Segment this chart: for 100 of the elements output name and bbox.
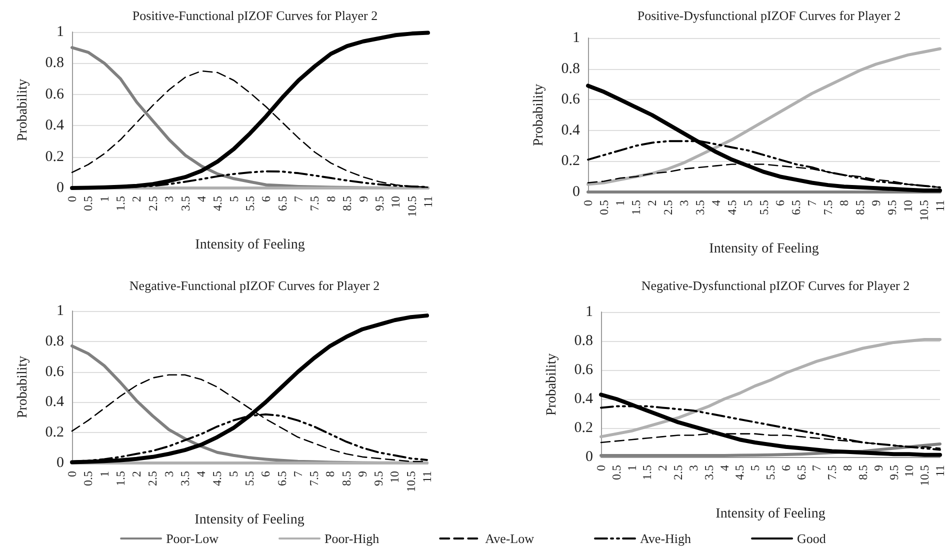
- x-tick-label: 8.5: [856, 465, 870, 480]
- legend-label: Ave-Low: [485, 531, 535, 546]
- x-tick-label: 3: [686, 465, 700, 471]
- x-tick-label: 5.5: [243, 196, 257, 211]
- x-tick-label: 7.5: [307, 471, 322, 486]
- x-tick-label: 7.5: [821, 200, 835, 215]
- x-tick-label: 1: [624, 465, 639, 471]
- x-tick-label: 10.5: [404, 196, 419, 217]
- x-tick-label: 9.5: [886, 465, 901, 480]
- x-tick-label: 7: [810, 465, 824, 471]
- x-tick-label: 3.5: [178, 196, 192, 211]
- x-tick-label: 0.5: [81, 196, 96, 211]
- x-tick-label: 4: [717, 465, 732, 471]
- y-tick-label: 0.6: [45, 86, 64, 102]
- chart-title: Negative-Functional pIZOF Curves for Player 2: [129, 278, 380, 293]
- chart-title: Negative-Dysfunctional pIZOF Curves for Player 2: [641, 278, 910, 293]
- x-tick-label: 5: [748, 465, 762, 471]
- x-tick-label: 5.5: [764, 465, 778, 480]
- x-tick-label: 2: [130, 196, 144, 202]
- x-tick-label: 1.5: [113, 471, 128, 486]
- x-tick-label: 6.5: [275, 196, 290, 211]
- y-tick-label: 0.4: [561, 122, 580, 138]
- x-tick-label: 9: [355, 471, 370, 477]
- x-tick-label: 1.5: [629, 200, 643, 215]
- y-tick-label: 1: [56, 24, 64, 40]
- x-tick-label: 1: [97, 196, 112, 202]
- x-tick-label: 2.5: [661, 200, 675, 215]
- x-tick-label: 4: [194, 471, 208, 477]
- x-tick-label: 7: [290, 471, 305, 477]
- chart-title: Positive-Dysfunctional pIZOF Curves for Player 2: [637, 8, 901, 23]
- y-tick-label: 0.6: [561, 92, 580, 108]
- x-tick-label: 3: [677, 200, 691, 206]
- x-tick-label: 8: [837, 200, 851, 206]
- x-tick-label: 7.5: [825, 465, 840, 480]
- x-tick-label: 3.5: [693, 200, 707, 215]
- x-tick-label: 6: [258, 471, 273, 477]
- y-tick-label: 0.4: [45, 394, 64, 410]
- y-tick-label: 0.2: [561, 153, 580, 170]
- x-tick-label: 8.5: [339, 471, 354, 486]
- x-tick-label: 4.5: [210, 471, 224, 486]
- x-axis-title: Intensity of Feeling: [194, 512, 304, 528]
- x-tick-label: 5: [741, 200, 755, 206]
- x-tick-label: 10: [388, 471, 402, 483]
- y-tick-label: 0.2: [574, 420, 593, 436]
- y-tick-label: 0.6: [45, 364, 64, 380]
- legend-label: Ave-High: [640, 531, 692, 546]
- x-tick-label: 9.5: [372, 471, 386, 486]
- x-tick-label: 4: [709, 200, 723, 206]
- y-tick-label: 0.2: [45, 148, 64, 165]
- x-tick-label: 8: [324, 196, 338, 202]
- x-tick-label: 1.5: [114, 196, 128, 211]
- y-tick-label: 0.4: [45, 118, 64, 134]
- chart-title: Positive-Functional pIZOF Curves for Player 2: [132, 8, 378, 23]
- x-tick-label: 5: [226, 196, 241, 202]
- x-tick-label: 7: [805, 200, 819, 206]
- x-tick-label: 11: [421, 196, 435, 208]
- x-tick-label: 1: [613, 200, 627, 206]
- x-tick-label: 0.5: [81, 471, 96, 486]
- x-axis-title: Intensity of Feeling: [709, 242, 819, 256]
- x-tick-label: 0.5: [609, 465, 624, 480]
- x-tick-label: 3.5: [178, 471, 192, 486]
- x-tick-label: 9.5: [372, 196, 386, 211]
- x-tick-label: 1: [97, 471, 112, 477]
- x-tick-label: 7: [292, 196, 306, 202]
- x-tick-label: 8: [323, 471, 338, 477]
- x-tick-label: 10: [388, 196, 403, 208]
- x-tick-label: 11: [420, 471, 434, 483]
- y-axis-title: Probability: [16, 356, 30, 418]
- x-tick-label: 5.5: [242, 471, 256, 486]
- y-axis-title: Probability: [544, 353, 560, 416]
- legend-label: Poor-High: [324, 531, 380, 546]
- x-tick-label: 6: [259, 196, 274, 202]
- x-tick-label: 10.5: [404, 471, 418, 492]
- x-tick-label: 8: [840, 465, 855, 471]
- x-tick-label: 9.5: [885, 200, 899, 215]
- x-tick-label: 3: [162, 471, 176, 477]
- y-tick-label: 1: [56, 303, 64, 319]
- x-tick-label: 1.5: [640, 465, 654, 480]
- x-tick-label: 11: [933, 200, 946, 212]
- x-tick-label: 8.5: [340, 196, 354, 211]
- x-tick-label: 3: [162, 196, 176, 202]
- x-tick-label: 0: [65, 471, 79, 477]
- x-tick-label: 0.5: [597, 200, 611, 215]
- x-axis-title: Intensity of Feeling: [716, 506, 826, 522]
- y-axis-title: Probability: [532, 84, 546, 146]
- x-axis-title: Intensity of Feeling: [195, 238, 305, 252]
- x-tick-label: 11: [933, 465, 946, 477]
- x-tick-label: 0: [65, 196, 79, 202]
- x-tick-label: 2.5: [146, 196, 160, 211]
- x-tick-label: 6.5: [274, 471, 289, 486]
- x-tick-label: 6: [773, 200, 787, 206]
- x-tick-label: 7.5: [308, 196, 322, 211]
- x-tick-label: 10: [902, 465, 916, 477]
- y-tick-label: 0.8: [45, 333, 64, 350]
- y-axis-title: Probability: [16, 78, 30, 142]
- y-tick-label: 1: [586, 304, 593, 320]
- x-tick-label: 2.5: [146, 471, 160, 486]
- x-tick-label: 6.5: [789, 200, 803, 215]
- y-tick-label: 1: [572, 30, 580, 46]
- x-tick-label: 2: [656, 465, 670, 471]
